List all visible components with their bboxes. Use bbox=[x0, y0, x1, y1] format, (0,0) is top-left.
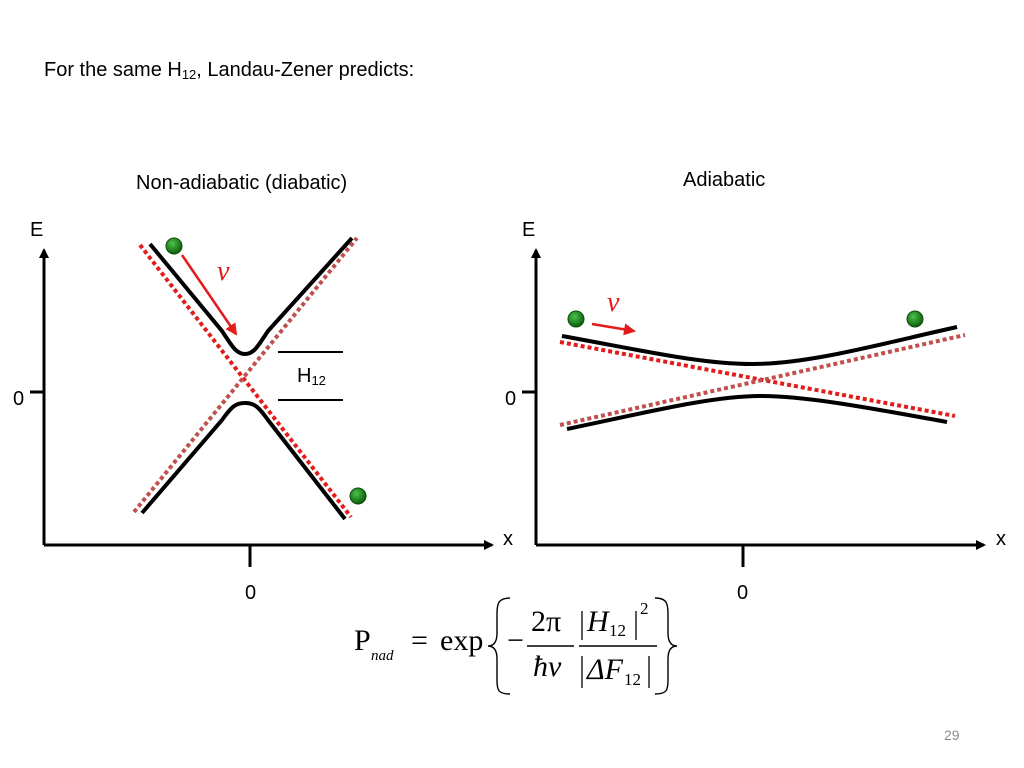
formula-left-brace bbox=[487, 597, 511, 695]
left-end-particle bbox=[349, 487, 367, 505]
formula-denominator-symbol: ΔF bbox=[587, 653, 623, 686]
left-upper-adiabatic-curve bbox=[148, 236, 354, 357]
left-panel-title: Non-adiabatic (diabatic) bbox=[136, 172, 348, 194]
formula-lhs: P bbox=[354, 624, 371, 657]
right-axes bbox=[522, 248, 986, 567]
formula-graphics bbox=[487, 597, 678, 695]
left-x-zero-label: 0 bbox=[245, 582, 257, 604]
right-diabatic-line-1 bbox=[559, 340, 956, 418]
page-number: 29 bbox=[944, 727, 960, 743]
formula-numerator-power: 2 bbox=[640, 599, 649, 618]
right-velocity-label: v bbox=[607, 287, 620, 318]
right-y-axis-label: E bbox=[522, 219, 536, 241]
right-velocity-arrow bbox=[591, 322, 636, 336]
left-diabatic-line-1 bbox=[138, 243, 353, 519]
right-lower-adiabatic-curve bbox=[566, 393, 948, 431]
formula-exp: exp bbox=[440, 624, 484, 657]
right-end-particle bbox=[906, 310, 924, 328]
right-diabatic-line-2 bbox=[559, 333, 966, 427]
left-velocity-label: v bbox=[217, 256, 230, 287]
right-upper-adiabatic-curve bbox=[561, 325, 958, 367]
right-x-zero-label: 0 bbox=[737, 582, 749, 604]
left-velocity-arrow bbox=[180, 254, 238, 336]
slide-headline: For the same H12, Landau-Zener predicts: bbox=[44, 59, 415, 82]
formula-lhs-subscript: nad bbox=[371, 648, 394, 664]
formula-right-brace bbox=[654, 597, 678, 695]
formula-equals: = bbox=[411, 624, 428, 657]
left-axes bbox=[30, 248, 494, 567]
formula-denominator-subscript: 12 bbox=[624, 670, 641, 689]
right-panel-title: Adiabatic bbox=[683, 169, 766, 191]
formula-denominator-coeff: ħv bbox=[533, 650, 562, 683]
formula-minus: − bbox=[507, 624, 524, 657]
right-y-zero-label: 0 bbox=[505, 388, 517, 410]
h12-gap-label: H12 bbox=[297, 365, 326, 388]
left-y-zero-label: 0 bbox=[13, 388, 25, 410]
left-y-axis-label: E bbox=[30, 219, 44, 241]
formula-numerator-coeff: 2π bbox=[531, 605, 562, 638]
formula-numerator-symbol: H bbox=[587, 605, 609, 638]
right-x-axis-label: x bbox=[996, 528, 1006, 550]
right-start-particle bbox=[567, 310, 585, 328]
left-diabatic-line-2 bbox=[132, 236, 359, 514]
left-lower-adiabatic-curve bbox=[140, 400, 347, 521]
formula-numerator-subscript: 12 bbox=[609, 621, 626, 640]
headline-subscript: 12 bbox=[181, 67, 197, 82]
left-x-axis-label: x bbox=[503, 528, 513, 550]
left-start-particle bbox=[165, 237, 183, 255]
